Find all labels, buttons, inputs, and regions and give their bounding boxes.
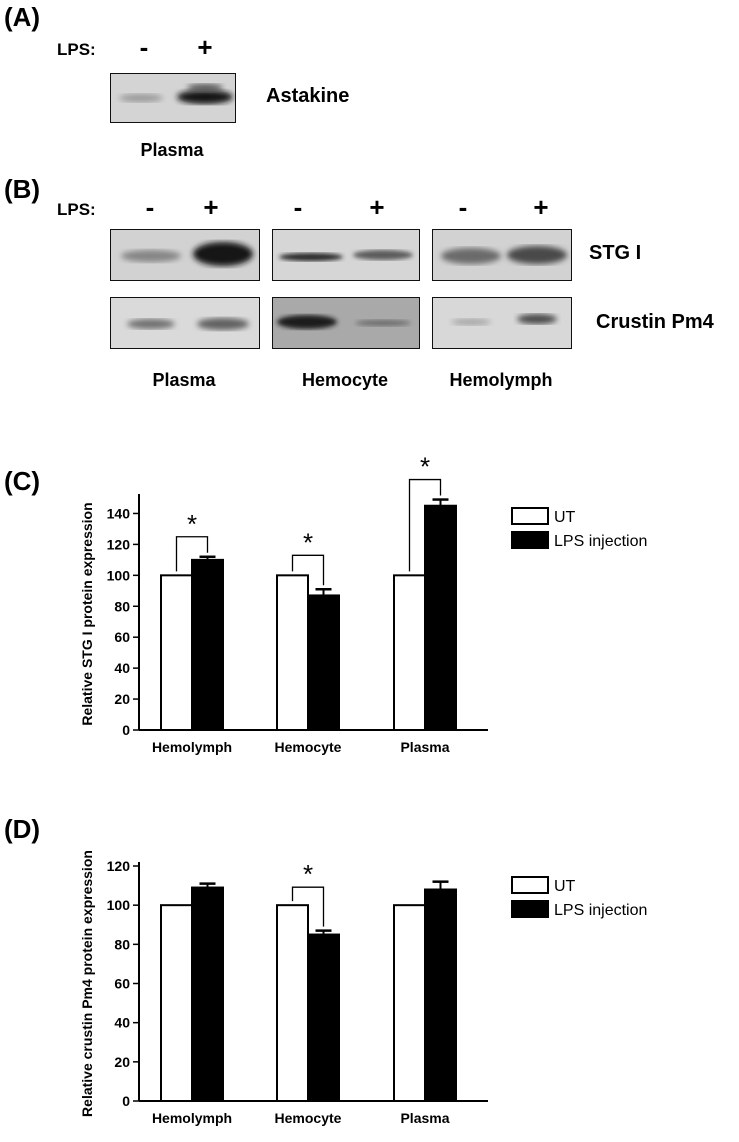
crustin-label: Crustin Pm4 — [596, 311, 714, 333]
astakine-blot — [110, 73, 236, 123]
y-axis-label: Relative crustin Pm4 protein expression — [79, 850, 95, 1117]
significance-star: * — [187, 509, 197, 539]
y-tick-label: 20 — [114, 1054, 130, 1070]
y-tick-label: 20 — [114, 691, 130, 707]
panel-a-sign-plus: + — [197, 32, 213, 62]
significance-bracket — [175, 536, 209, 572]
crustin-chart: 0 20 40 60 80 100 120 Relative crustin Pm4 prot… — [79, 850, 647, 1126]
legend-label-lps: LPS injection — [554, 902, 647, 919]
panel-b-sign-3: - — [293, 192, 303, 222]
panel-c-letter: (C) — [4, 466, 41, 496]
x-tick-label: Hemocyte — [275, 739, 342, 755]
panel-a-plasma-caption: Plasma — [140, 140, 204, 160]
lps-bar — [307, 933, 340, 1102]
y-tick-label: 140 — [107, 505, 131, 521]
panel-b-sign-5: - — [458, 192, 468, 222]
significance-bracket — [291, 554, 325, 586]
panel-d-letter: (D) — [4, 814, 41, 844]
stg-chart: 0 20 40 60 80 100 120 140 Relative STG I protein… — [79, 452, 647, 755]
panel-b-caption-hemolymph: Hemolymph — [449, 370, 553, 390]
legend-swatch-ut — [511, 507, 549, 525]
ut-bar — [393, 904, 426, 1102]
panel-a-sign-minus: - — [139, 32, 149, 62]
panel-a-lps-label: LPS: — [57, 40, 96, 59]
x-tick-label: Plasma — [400, 1110, 449, 1126]
ut-bar — [276, 574, 309, 731]
panel-b-sign-1: - — [145, 192, 155, 222]
y-tick-label: 60 — [114, 629, 130, 645]
significance-star: * — [303, 527, 313, 557]
y-tick-label: 120 — [107, 858, 131, 874]
y-tick-label: 0 — [122, 722, 130, 738]
lps-bar — [424, 888, 457, 1102]
stg-blot-hemolymph — [432, 229, 572, 281]
lps-bar — [424, 504, 457, 731]
panel-b-letter: (B) — [4, 174, 41, 204]
y-axis-label: Relative STG I protein expression — [79, 502, 95, 725]
lps-bar — [191, 558, 224, 731]
y-tick-label: 60 — [114, 976, 130, 992]
ut-bar — [276, 904, 309, 1102]
panel-b-caption-hemocyte: Hemocyte — [301, 370, 389, 390]
y-tick-label: 40 — [114, 660, 130, 676]
y-tick-label: 0 — [122, 1093, 130, 1109]
x-tick-label: Hemocyte — [275, 1110, 342, 1126]
stg-blot-plasma — [110, 229, 260, 281]
panel-b-lps-label: LPS: — [57, 200, 96, 219]
legend-swatch-lps — [511, 900, 549, 918]
crustin-blot-plasma — [110, 297, 260, 349]
x-tick-label: Hemolymph — [152, 739, 232, 755]
lps-bar — [191, 886, 224, 1102]
ut-bar — [160, 574, 193, 731]
y-tick-label: 120 — [107, 536, 131, 552]
crustin-blot-hemolymph — [432, 297, 572, 349]
significance-star: * — [420, 452, 430, 482]
significance-bracket — [408, 478, 442, 572]
y-tick-label: 100 — [107, 897, 131, 913]
legend-swatch-lps — [511, 531, 549, 549]
stg-blot-hemocyte — [272, 229, 420, 281]
panel-b-sign-6: + — [533, 192, 549, 222]
x-tick-label: Hemolymph — [152, 1110, 232, 1126]
y-tick-label: 80 — [114, 936, 130, 952]
crustin-blot-hemocyte — [272, 297, 420, 349]
legend-label-ut: UT — [554, 509, 576, 526]
panel-b-caption-plasma: Plasma — [152, 370, 216, 390]
ut-bar — [160, 904, 193, 1102]
legend-label-ut: UT — [554, 878, 576, 895]
legend-label-lps: LPS injection — [554, 533, 647, 550]
legend-swatch-ut — [511, 876, 549, 894]
lps-bar — [307, 594, 340, 731]
y-tick-label: 80 — [114, 598, 130, 614]
significance-star: * — [303, 859, 313, 889]
panel-b-sign-4: + — [369, 192, 385, 222]
y-tick-label: 40 — [114, 1015, 130, 1031]
astakine-label: Astakine — [266, 85, 350, 107]
x-tick-label: Plasma — [400, 739, 449, 755]
stg-label: STG I — [589, 242, 642, 264]
y-tick-label: 100 — [107, 567, 131, 583]
significance-bracket — [291, 886, 325, 927]
ut-bar — [393, 574, 426, 731]
panel-a-letter: (A) — [4, 2, 41, 32]
panel-b-sign-2: + — [203, 192, 219, 222]
